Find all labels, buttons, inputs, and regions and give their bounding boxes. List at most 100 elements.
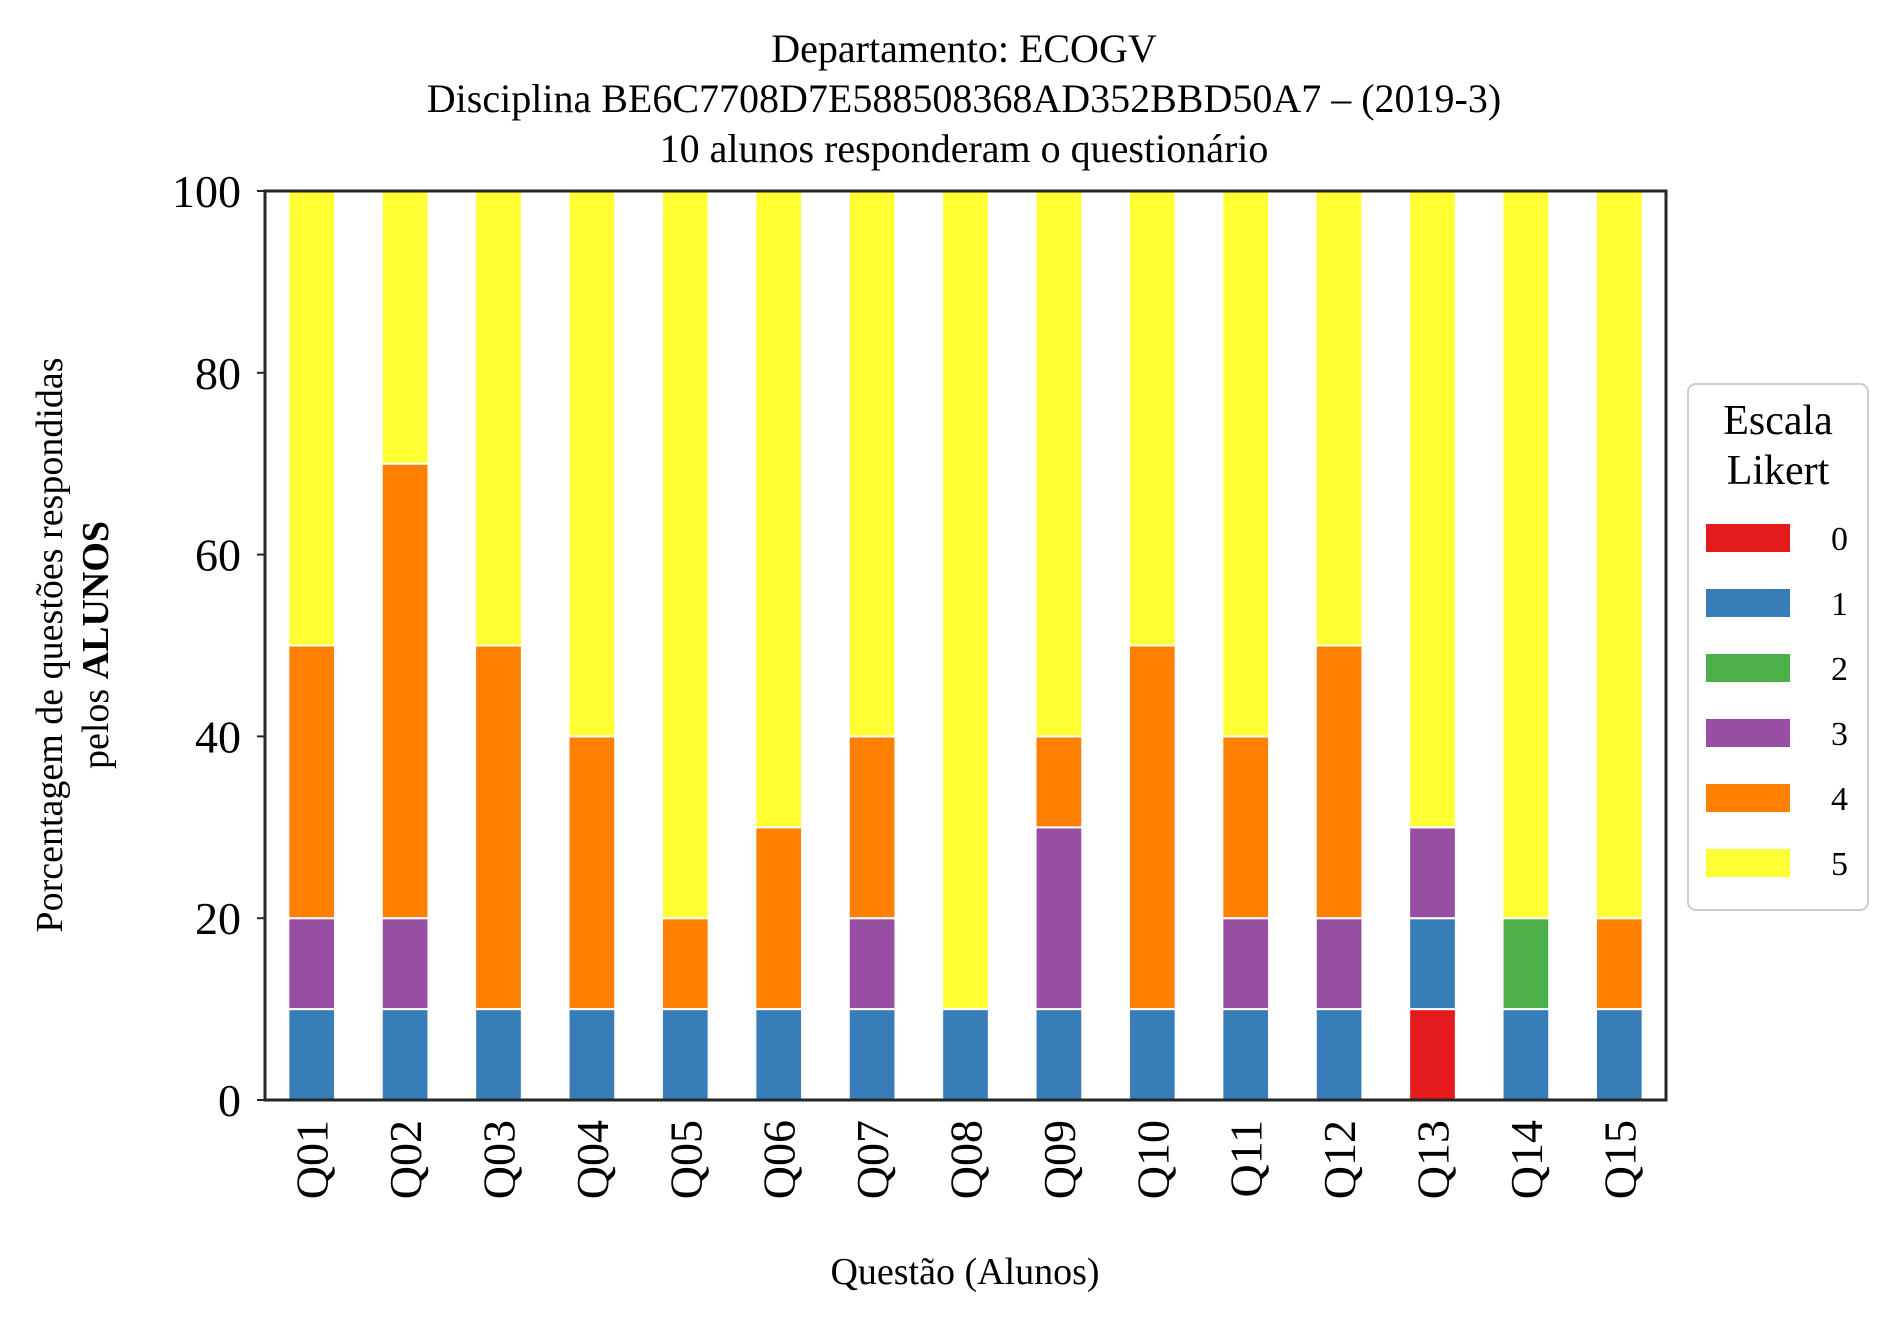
x-tick-label-q13: Q13	[1408, 1120, 1459, 1199]
legend-label-5: 5	[1831, 846, 1848, 883]
bar-segment-q13-likert-5	[1408, 190, 1457, 829]
bar-segment-q08-likert-1	[941, 1008, 990, 1101]
bar-segment-q13-likert-0	[1408, 1008, 1457, 1101]
bar-segment-q01-likert-4	[287, 644, 337, 920]
bar-segment-q04-likert-4	[567, 735, 617, 1011]
legend-label-3: 3	[1831, 716, 1848, 753]
bar-segment-q11-likert-1	[1221, 1008, 1271, 1101]
legend-label-2: 2	[1831, 651, 1848, 688]
bar-segment-q03-likert-5	[474, 190, 523, 647]
bar-segment-q01-likert-3	[287, 917, 337, 1011]
bar-segment-q14-likert-5	[1501, 190, 1551, 920]
y-tick-label: 20	[195, 893, 241, 944]
legend-swatch-0	[1706, 524, 1790, 552]
x-tick-label-q15: Q15	[1594, 1120, 1645, 1199]
bar-segment-q14-likert-1	[1501, 1008, 1551, 1101]
bar-segment-q01-likert-1	[287, 1008, 337, 1101]
y-tick-label: 100	[172, 166, 241, 217]
x-tick-label-q03: Q03	[474, 1120, 525, 1199]
x-tick-label-q02: Q02	[380, 1120, 431, 1199]
bar-segment-q09-likert-4	[1034, 735, 1084, 829]
legend-swatch-5	[1706, 849, 1790, 877]
bar-segment-q02-likert-4	[380, 462, 430, 920]
bar-segment-q09-likert-5	[1034, 190, 1084, 738]
bar-segment-q11-likert-5	[1221, 190, 1271, 738]
chart-title-line-3: 10 alunos responderam o questionário	[660, 126, 1269, 171]
legend-label-1: 1	[1831, 586, 1848, 623]
bar-segment-q05-likert-1	[660, 1008, 710, 1101]
x-tick-label-q06: Q06	[754, 1120, 805, 1199]
bar-segment-q10-likert-5	[1127, 190, 1177, 647]
legend-box	[1687, 383, 1869, 911]
bar-segment-q02-likert-1	[380, 1008, 430, 1101]
bar-segment-q06-likert-5	[754, 190, 804, 829]
bar-segment-q14-likert-2	[1501, 917, 1551, 1011]
bar-segment-q03-likert-1	[474, 1008, 523, 1101]
bar-segment-q02-likert-3	[380, 917, 430, 1011]
bar-segment-q06-likert-1	[754, 1008, 804, 1101]
bar-segment-q11-likert-4	[1221, 735, 1271, 920]
bar-segment-q06-likert-4	[754, 826, 804, 1011]
bar-segment-q02-likert-5	[380, 190, 430, 465]
plot-frame	[263, 189, 1668, 1102]
y-axis-label-prefix: pelos	[75, 679, 117, 769]
y-axis-ticks: 0 20 40 60 80 100	[172, 166, 265, 1126]
x-tick-label-q14: Q14	[1501, 1120, 1552, 1199]
legend-swatch-4	[1706, 784, 1790, 812]
bar-segment-q13-likert-1	[1408, 917, 1457, 1011]
bar-segment-q12-likert-1	[1314, 1008, 1364, 1101]
legend: Escala Likert 0 1 2 3 4 5	[1687, 383, 1869, 911]
y-axis-label-line-2: pelos ALUNOS	[75, 521, 117, 769]
y-tick-label: 60	[195, 530, 241, 581]
bar-segment-q10-likert-1	[1127, 1008, 1177, 1101]
y-axis-label-bold: ALUNOS	[75, 521, 117, 679]
bar-segment-q07-likert-3	[847, 917, 897, 1011]
x-tick-label-q07: Q07	[847, 1120, 898, 1199]
bar-segment-q08-likert-5	[941, 190, 990, 1011]
x-tick-label-q09: Q09	[1034, 1120, 1085, 1199]
bar-segment-q12-likert-3	[1314, 917, 1364, 1011]
bar-segment-q15-likert-1	[1594, 1008, 1644, 1101]
x-axis-label: Questão (Alunos)	[830, 1251, 1099, 1293]
bar-segment-q10-likert-4	[1127, 644, 1177, 1011]
bar-segment-q04-likert-1	[567, 1008, 617, 1101]
y-tick-label: 0	[218, 1075, 241, 1126]
x-tick-label-q08: Q08	[941, 1120, 992, 1199]
bar-segment-q09-likert-1	[1034, 1008, 1084, 1101]
y-axis-label-line-1: Porcentagem de questões respondidas	[29, 357, 71, 932]
bars-group	[287, 190, 1644, 1101]
bar-segment-q15-likert-5	[1594, 190, 1644, 920]
bar-segment-q07-likert-4	[847, 735, 897, 920]
y-tick-label: 40	[195, 711, 241, 762]
bar-segment-q01-likert-5	[287, 190, 337, 647]
legend-swatch-3	[1706, 719, 1790, 747]
bar-segment-q12-likert-5	[1314, 190, 1364, 647]
x-tick-label-q10: Q10	[1127, 1120, 1178, 1199]
bar-segment-q09-likert-3	[1034, 826, 1084, 1011]
x-tick-label-q05: Q05	[660, 1120, 711, 1199]
legend-swatch-1	[1706, 589, 1790, 617]
bar-segment-q11-likert-3	[1221, 917, 1271, 1011]
bar-segment-q04-likert-5	[567, 190, 617, 738]
bar-segment-q12-likert-4	[1314, 644, 1364, 920]
legend-label-0: 0	[1831, 521, 1848, 558]
bar-segment-q05-likert-5	[660, 190, 710, 920]
chart-title-line-2: Disciplina BE6C7708D7E588508368AD352BBD5…	[427, 76, 1501, 121]
legend-label-4: 4	[1831, 781, 1848, 818]
x-axis-ticks: Q01 Q02 Q03 Q04 Q05 Q06 Q07 Q08 Q09 Q10 Q11 Q12 Q13 Q…	[287, 1120, 1646, 1199]
bar-segment-q07-likert-5	[847, 190, 897, 738]
bar-segment-q03-likert-4	[474, 644, 523, 1011]
chart-title-line-1: Departamento: ECOGV	[771, 26, 1157, 71]
x-tick-label-q11: Q11	[1221, 1120, 1272, 1198]
legend-items: 0 1 2 3 4 5	[1706, 521, 1848, 883]
x-tick-label-q04: Q04	[567, 1120, 618, 1199]
x-tick-label-q01: Q01	[287, 1120, 338, 1199]
bar-segment-q13-likert-3	[1408, 826, 1457, 920]
x-tick-label-q12: Q12	[1314, 1120, 1365, 1199]
legend-swatch-2	[1706, 654, 1790, 682]
bar-segment-q15-likert-4	[1594, 917, 1644, 1011]
bar-segment-q05-likert-4	[660, 917, 710, 1011]
legend-title-line-2: Likert	[1727, 448, 1830, 494]
y-tick-label: 80	[195, 348, 241, 399]
